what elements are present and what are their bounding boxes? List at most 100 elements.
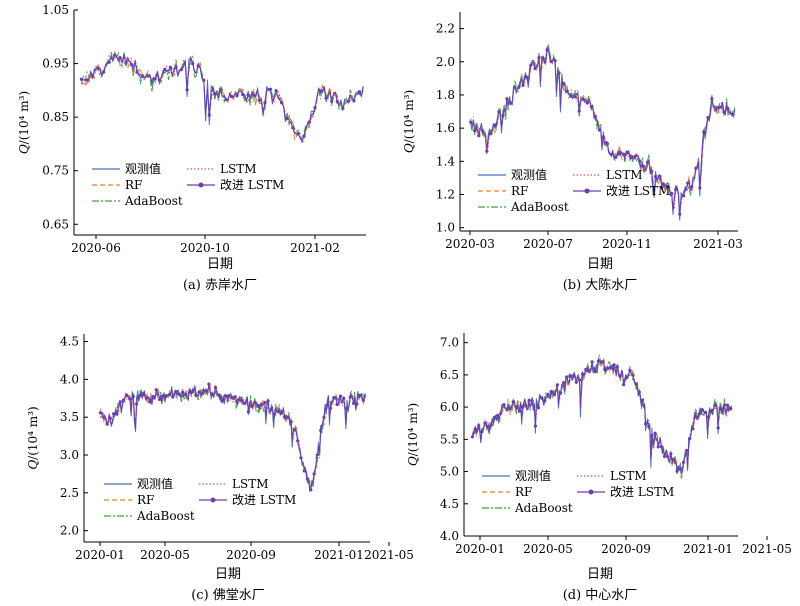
improved-lstm-point [269, 407, 273, 411]
improved-lstm-point [141, 74, 145, 78]
improved-lstm-point [289, 420, 293, 424]
improved-lstm-point [266, 399, 270, 403]
improved-lstm-point [581, 97, 585, 101]
improved-lstm-point [713, 403, 717, 407]
y-tick-label: 2.5 [60, 486, 79, 500]
improved-lstm-point [529, 63, 533, 67]
improved-lstm-point [477, 424, 481, 428]
improved-lstm-point [587, 369, 591, 373]
y-tick-label: 1.0 [436, 221, 455, 235]
improved-lstm-point [682, 194, 686, 198]
improved-lstm-point [555, 383, 560, 387]
improved-lstm-point [90, 74, 95, 78]
x-tick-label: 2020-07 [523, 237, 573, 251]
improved-lstm-point [656, 445, 660, 449]
legend-label: AdaBoost [136, 509, 195, 523]
improved-lstm-point [135, 402, 139, 406]
improved-lstm-point [230, 395, 234, 400]
y-tick-label: 2.0 [436, 55, 455, 69]
improved-lstm-point [470, 435, 474, 439]
y-tick-label: 6.5 [440, 368, 459, 382]
improved-lstm-point [710, 409, 714, 413]
improved-lstm-point [688, 437, 692, 441]
improved-lstm-point [686, 181, 690, 185]
improved-lstm-point [615, 365, 619, 369]
x-axis-label: 日期 [215, 567, 241, 582]
improved-lstm-point [617, 152, 622, 156]
legend-label: LSTM [220, 162, 256, 176]
improved-lstm-point [480, 430, 484, 434]
improved-lstm-point [678, 212, 682, 216]
y-tick-label: 7.0 [440, 336, 459, 350]
improved-lstm-point [135, 70, 139, 74]
improved-lstm-point [521, 405, 525, 409]
legend-label: 改进 LSTM [606, 184, 670, 198]
improved-lstm-point [257, 98, 261, 102]
legend-label: LSTM [606, 168, 642, 182]
x-tick-label: 2020-09 [226, 548, 276, 562]
improved-lstm-point [690, 185, 694, 189]
improved-lstm-point [85, 78, 89, 82]
improved-lstm-point [196, 64, 200, 68]
improved-lstm-point [562, 381, 566, 385]
y-tick-label: 1.2 [436, 188, 455, 202]
improved-lstm-point [105, 422, 109, 426]
improved-lstm-point [194, 393, 198, 397]
improved-lstm-point [213, 92, 217, 96]
improved-lstm-point [501, 114, 505, 118]
improved-lstm-point [285, 116, 289, 120]
improved-lstm-point [330, 99, 334, 103]
improved-lstm-point [722, 110, 726, 114]
improved-lstm-point [355, 402, 359, 406]
observed-series-line [100, 382, 367, 493]
improved-lstm-point [125, 393, 129, 397]
improved-lstm-point [154, 388, 158, 392]
improved-lstm-point [650, 169, 654, 174]
legend-label: AdaBoost [514, 501, 573, 515]
y-tick-label: 5.0 [440, 465, 459, 479]
improved-lstm-point [485, 149, 489, 153]
improved-lstm-point [98, 411, 102, 415]
legend-label: AdaBoost [510, 200, 569, 214]
improved-lstm-point [79, 77, 83, 81]
improved-lstm-point [102, 70, 106, 74]
improved-lstm-point [250, 404, 254, 408]
improved-lstm-point [179, 67, 184, 72]
improved-lstm-point [207, 382, 211, 386]
improved-lstm-point [605, 142, 610, 146]
improved-lstm-point [573, 95, 577, 99]
improved-lstm-point [644, 422, 648, 426]
improved-lstm-point [341, 106, 345, 110]
improved-lstm-point [246, 93, 250, 97]
improved-lstm-point [141, 392, 145, 397]
improved-lstm-point [197, 390, 201, 394]
x-tick-label: 2021-05 [742, 542, 792, 556]
improved-lstm-point [352, 99, 356, 103]
improved-lstm-point [568, 374, 572, 378]
improved-lstm-point [691, 427, 695, 431]
improved-lstm-point [628, 368, 632, 372]
y-tick-label: 2.2 [436, 22, 455, 36]
improved-lstm-point [217, 393, 221, 397]
improved-lstm-point [227, 394, 231, 398]
improved-lstm-point [263, 400, 267, 405]
improved-lstm-point [236, 398, 241, 402]
panel-caption: (d) 中心水厂 [563, 588, 638, 603]
rf-series-line [80, 50, 364, 143]
improved-lstm-point [167, 393, 172, 397]
improved-lstm-point [541, 56, 545, 61]
improved-lstm-point [706, 116, 710, 120]
improved-lstm-point [144, 396, 149, 400]
improved-lstm-point [640, 398, 645, 402]
improved-lstm-point [653, 431, 657, 436]
improved-lstm-point [174, 389, 178, 394]
improved-lstm-point [518, 409, 522, 413]
chart-panel: 1.0 1.2 1.4 1.6 1.8 2.0 2.2 2020-03 2020-07 2020-… [402, 12, 743, 293]
legend-label: AdaBoost [124, 194, 183, 208]
improved-lstm-point [599, 360, 604, 364]
improved-lstm-point [361, 398, 365, 402]
improved-lstm-point [549, 60, 553, 64]
improved-lstm-point [299, 456, 303, 460]
improved-lstm-point [625, 150, 630, 155]
improved-lstm-point [335, 100, 339, 104]
